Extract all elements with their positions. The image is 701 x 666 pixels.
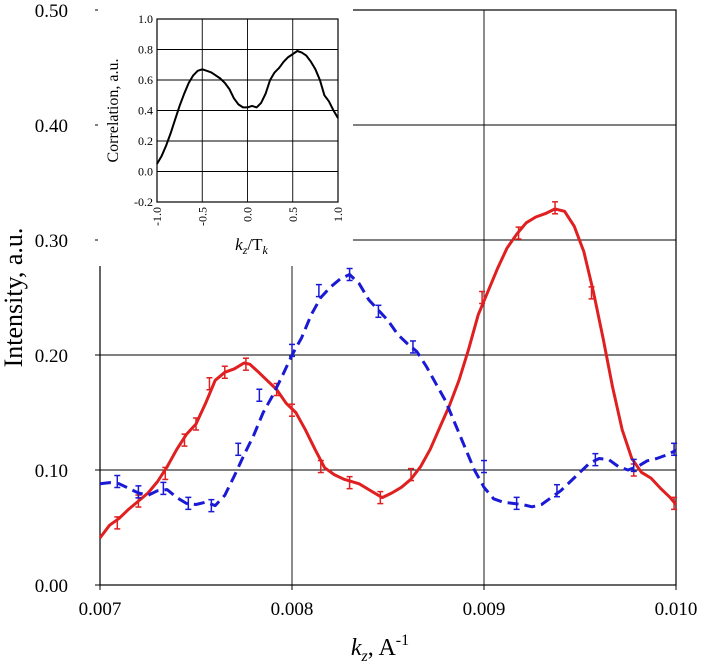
- inset-x-tick-label: 0.0: [241, 207, 255, 222]
- error-bar: [671, 496, 678, 511]
- inset-y-tick-label: -0.2: [134, 195, 153, 209]
- error-bar: [289, 403, 295, 417]
- inset-x-tick-label: 0.5: [286, 207, 300, 222]
- error-bar: [346, 267, 353, 282]
- y-axis-label: Intensity, a.u.: [0, 228, 28, 368]
- x-axis-label-var: k: [351, 635, 362, 661]
- x-axis-label-sup: -1: [396, 632, 409, 649]
- inset-y-tick-label: 0.4: [138, 104, 153, 118]
- y-tick-label: 0.50: [35, 1, 68, 22]
- error-bar: [114, 474, 121, 489]
- error-bar: [242, 357, 249, 371]
- error-bar: [375, 304, 382, 319]
- error-bar: [135, 485, 142, 499]
- y-tick-label: 0.40: [35, 116, 68, 137]
- error-bar: [162, 466, 169, 481]
- y-tick-label: 0.20: [35, 346, 68, 367]
- inset-x-tick-label: 1.0: [331, 207, 345, 222]
- inset-x-axis-label-sub: z: [242, 243, 248, 257]
- error-bar: [553, 483, 560, 498]
- error-bar: [377, 490, 384, 505]
- error-bar: [221, 365, 228, 379]
- x-tick-label: 0.007: [79, 599, 122, 620]
- x-axis-label-sub: z: [361, 648, 369, 665]
- error-bar: [346, 475, 353, 490]
- y-tick-label: 0.30: [35, 231, 68, 252]
- inset-plot-frame: [156, 18, 339, 203]
- error-bar: [185, 496, 192, 511]
- error-bar: [193, 417, 199, 431]
- error-bar: [515, 226, 522, 240]
- error-bar: [160, 481, 167, 496]
- series-line-2: [99, 273, 677, 509]
- inset-chart: -0.2 0.0 0.2 0.4 0.6 0.8 1.0 -1.0 -0.5 0.0 0.5 1.0 k…: [98, 8, 353, 266]
- inset-y-axis-label: Correlation, a.u.: [105, 59, 122, 163]
- error-bar: [408, 467, 415, 482]
- error-bar: [315, 283, 322, 298]
- inset-x-axis-label-rest: /T: [247, 235, 263, 254]
- error-bar: [235, 442, 242, 457]
- error-bar: [481, 459, 487, 474]
- error-bar: [592, 452, 599, 467]
- inset-series-line-1: [156, 50, 339, 165]
- error-bar: [289, 343, 295, 358]
- error-bar: [409, 340, 416, 354]
- error-bar: [181, 433, 188, 447]
- error-bar: [317, 459, 324, 474]
- inset-x-axis-label-var: k: [235, 235, 243, 254]
- error-bar: [256, 388, 263, 402]
- plot-frame: [99, 9, 677, 586]
- x-axis-label: kz, A-1: [351, 632, 409, 665]
- error-bar: [513, 496, 520, 511]
- inset-y-tick-label: 0.8: [138, 43, 153, 57]
- error-bar: [206, 377, 213, 391]
- inset-background: [98, 8, 353, 266]
- error-bar: [671, 442, 678, 457]
- x-axis-label-unit: , A: [368, 635, 397, 661]
- x-tick-label: 0.008: [271, 599, 314, 620]
- error-bar: [479, 290, 486, 305]
- inset-x-tick-label: -0.5: [195, 207, 209, 226]
- y-tick-label: 0.00: [35, 576, 68, 597]
- inset-x-axis-label: kz/Tk: [235, 235, 268, 257]
- x-tick-label: 0.009: [463, 599, 506, 620]
- inset-x-tick-label: -1.0: [150, 207, 164, 226]
- x-tick-label: 0.010: [655, 599, 698, 620]
- y-tick-label: 0.10: [35, 461, 68, 482]
- inset-y-tick-label: 1.0: [138, 12, 153, 26]
- inset-y-tick-label: 0.6: [138, 73, 153, 87]
- error-bar: [630, 458, 637, 473]
- inset-y-tick-label: 0.2: [138, 134, 153, 148]
- error-bar: [114, 516, 121, 530]
- inset-x-axis-label-sub2: k: [263, 243, 269, 257]
- error-bar: [552, 201, 559, 215]
- inset-y-tick-label: 0.0: [138, 165, 153, 179]
- error-bar: [588, 286, 595, 300]
- error-bar: [208, 498, 215, 513]
